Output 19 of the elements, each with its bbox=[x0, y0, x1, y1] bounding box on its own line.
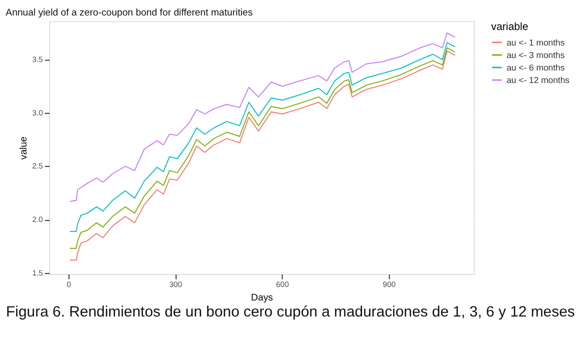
legend-label: au <- 3 months bbox=[506, 50, 566, 60]
text: Figura 6. Rendimientos de un bono cero cupón a maduraciones de 1, 3, 6 y 12 meses bbox=[6, 303, 575, 320]
y-axis-title: value bbox=[18, 136, 30, 160]
line-series bbox=[69, 32, 456, 202]
y-tick-label: 2.5 bbox=[32, 162, 43, 171]
legend-label: au <- 6 months bbox=[506, 62, 566, 72]
y-tick-label: 3.5 bbox=[32, 55, 43, 64]
legend-title: variable bbox=[491, 20, 528, 33]
x-tick-label: 0 bbox=[66, 280, 72, 290]
y-tick-label: 1.5 bbox=[32, 268, 43, 278]
x-tick-label: 900 bbox=[382, 280, 396, 290]
legend-label: au <- 1 months bbox=[506, 37, 566, 48]
x-axis-title: Days bbox=[251, 292, 274, 304]
legend-label: au <- 12 months bbox=[506, 74, 570, 85]
y-tick-label: 2.0 bbox=[32, 215, 43, 224]
x-tick-label: 600 bbox=[276, 280, 289, 290]
y-tick-label: 3.0 bbox=[32, 108, 43, 118]
chart-title: Annual yield of a zero-coupon bond for different maturities bbox=[6, 7, 253, 18]
x-tick-label: 300 bbox=[169, 280, 182, 290]
